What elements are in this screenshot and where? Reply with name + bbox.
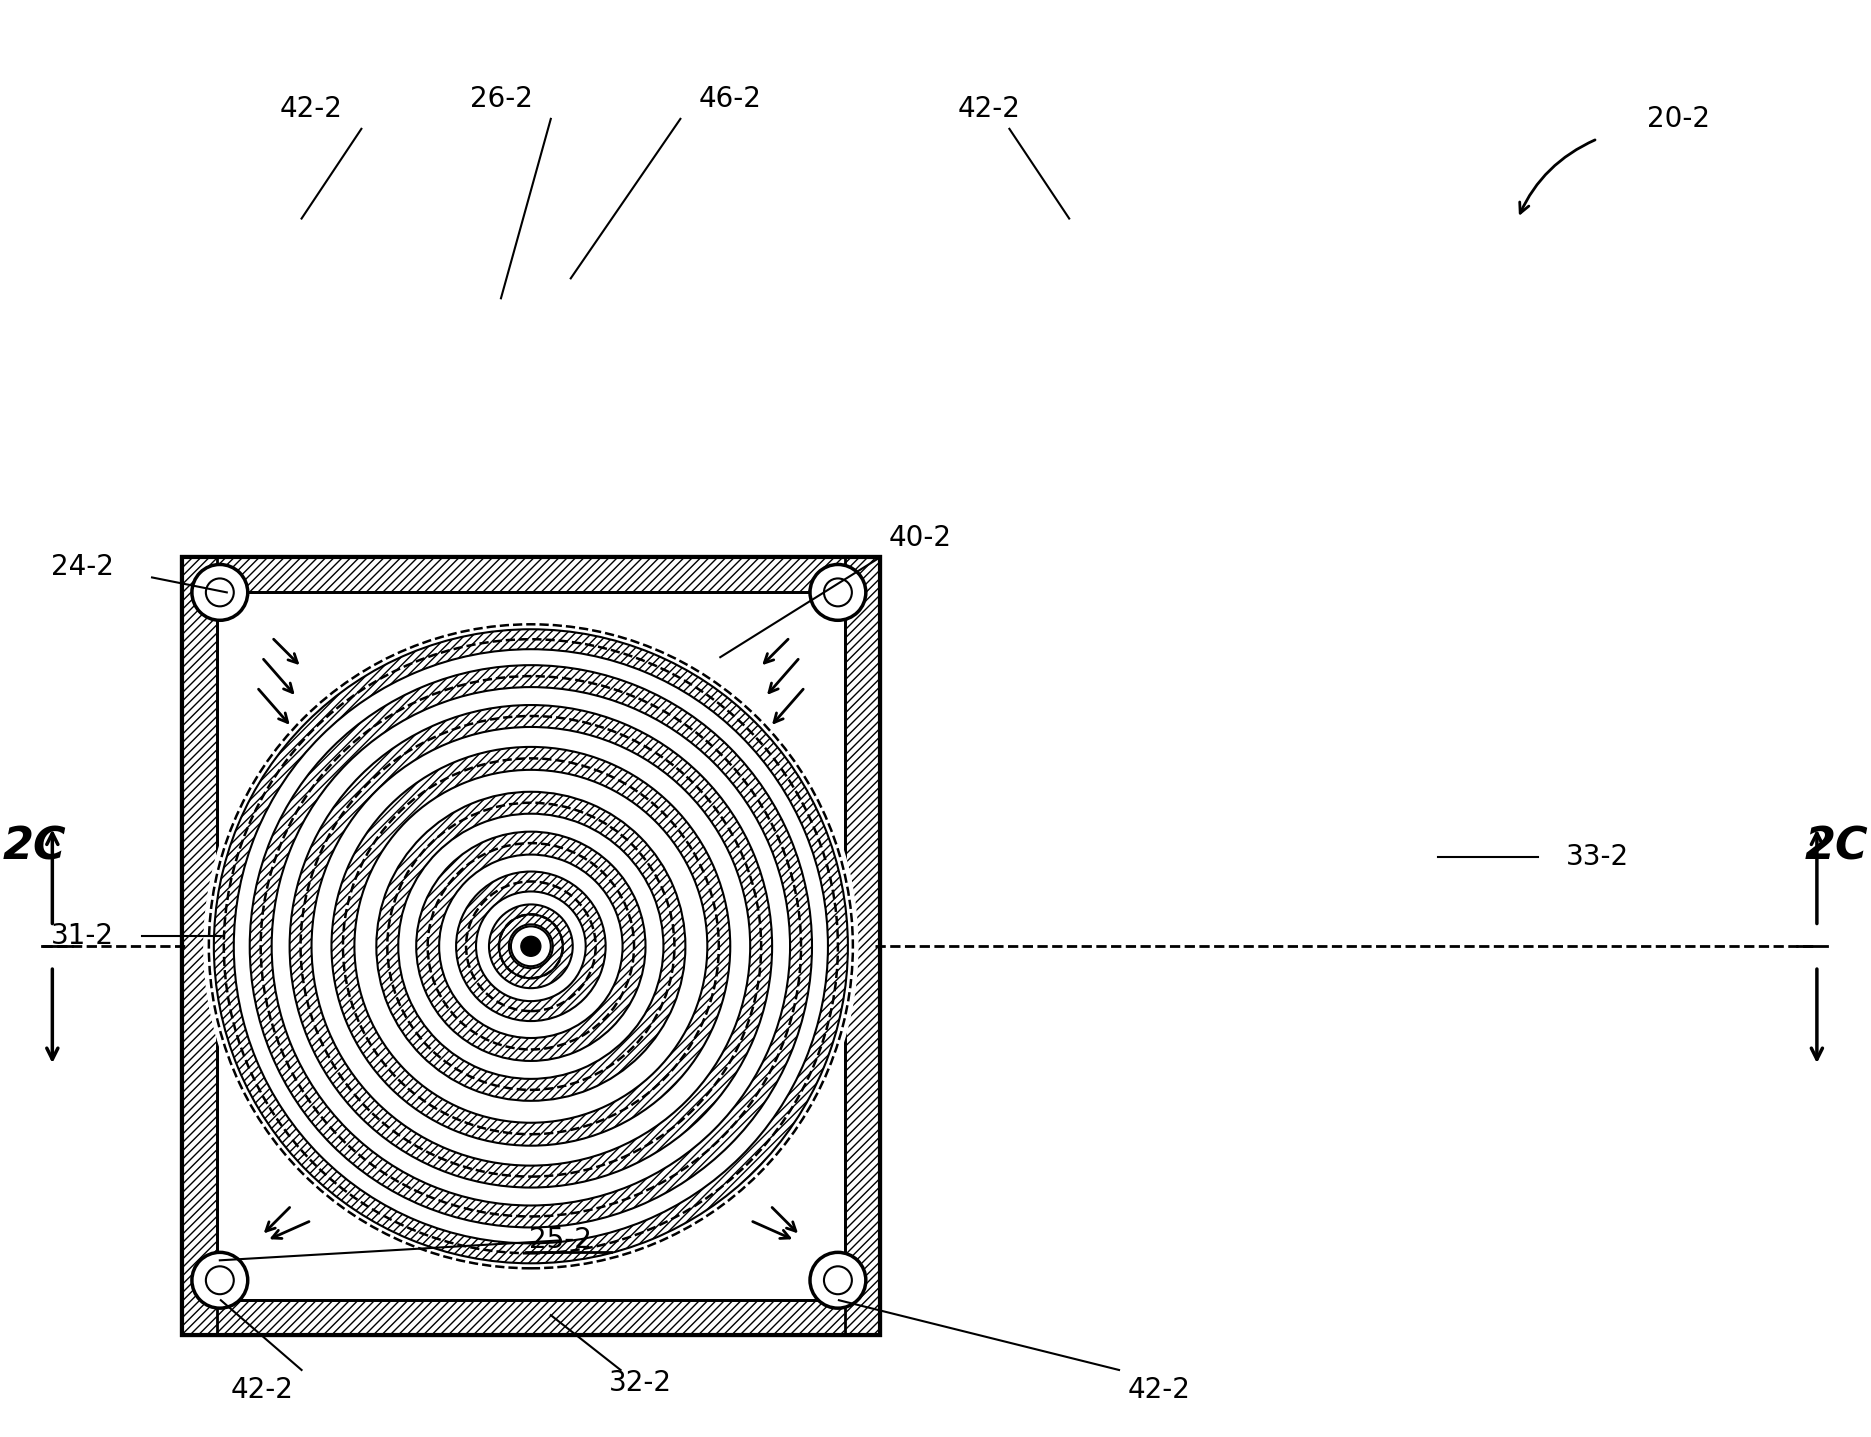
Text: 20-2: 20-2 bbox=[1646, 105, 1710, 132]
Circle shape bbox=[520, 937, 541, 956]
Wedge shape bbox=[331, 747, 730, 1145]
Text: 40-2: 40-2 bbox=[889, 523, 950, 552]
Bar bbox=[181, 558, 879, 1335]
Text: 42-2: 42-2 bbox=[281, 95, 342, 124]
Circle shape bbox=[206, 1266, 234, 1295]
Circle shape bbox=[193, 565, 247, 621]
Text: 42-2: 42-2 bbox=[1128, 1375, 1190, 1404]
Bar bbox=[217, 592, 846, 1300]
Text: 31-2: 31-2 bbox=[51, 923, 114, 950]
Circle shape bbox=[810, 565, 866, 621]
Text: 42-2: 42-2 bbox=[230, 1375, 294, 1404]
Bar bbox=[181, 558, 217, 1335]
Circle shape bbox=[204, 619, 859, 1273]
Circle shape bbox=[511, 927, 550, 966]
Circle shape bbox=[193, 1253, 247, 1308]
Circle shape bbox=[206, 579, 234, 606]
Wedge shape bbox=[376, 792, 685, 1101]
Bar bbox=[217, 592, 846, 1300]
Bar bbox=[846, 558, 879, 1335]
Circle shape bbox=[810, 1253, 866, 1308]
Text: 42-2: 42-2 bbox=[958, 95, 1022, 124]
Text: 33-2: 33-2 bbox=[1566, 842, 1630, 871]
Text: 2C: 2C bbox=[2, 825, 65, 868]
Wedge shape bbox=[213, 629, 848, 1263]
Text: 26-2: 26-2 bbox=[470, 85, 533, 114]
Text: 24-2: 24-2 bbox=[51, 553, 114, 582]
Wedge shape bbox=[415, 832, 645, 1061]
Bar bbox=[181, 558, 879, 1335]
Circle shape bbox=[823, 579, 851, 606]
Wedge shape bbox=[249, 665, 812, 1227]
Wedge shape bbox=[290, 706, 773, 1187]
Wedge shape bbox=[488, 904, 573, 989]
Bar bbox=[181, 1300, 879, 1335]
Text: 32-2: 32-2 bbox=[610, 1369, 672, 1397]
Bar bbox=[181, 558, 879, 592]
Text: 25-2: 25-2 bbox=[529, 1226, 593, 1255]
Wedge shape bbox=[457, 871, 606, 1022]
Text: 2C: 2C bbox=[1806, 825, 1869, 868]
Circle shape bbox=[823, 1266, 851, 1295]
Text: 46-2: 46-2 bbox=[698, 85, 761, 114]
